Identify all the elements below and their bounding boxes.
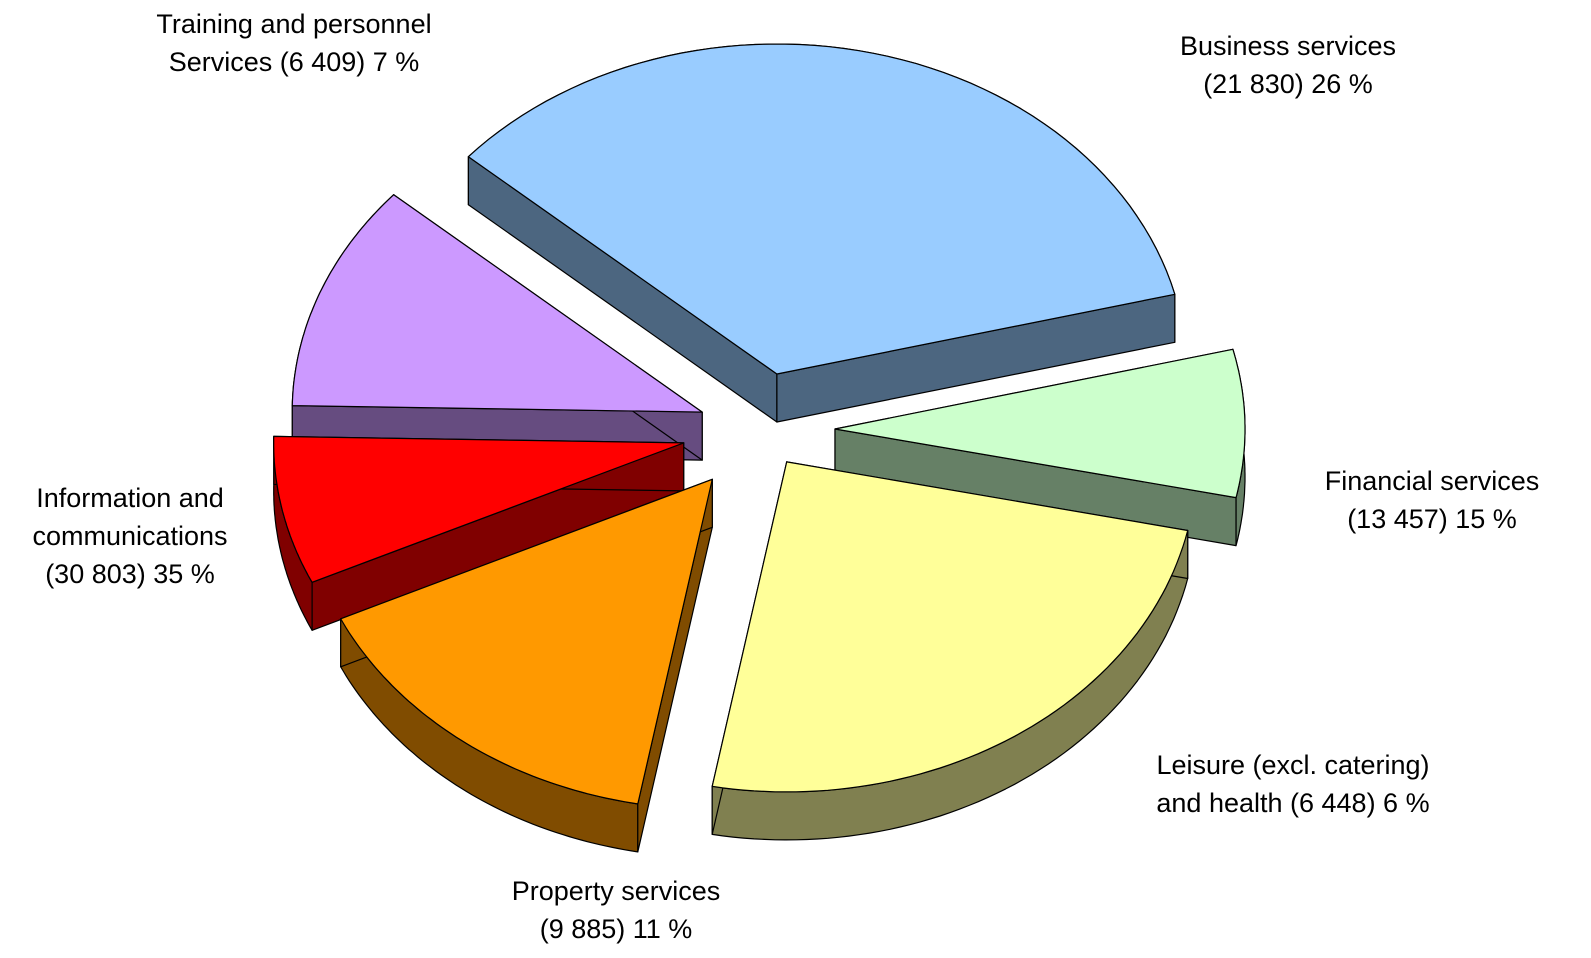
slice-label-line: Services (6 409) 7 % — [169, 47, 420, 77]
pie-slice-5 — [834, 348, 1246, 499]
pie-slice-1 — [340, 478, 713, 805]
slice-tops — [273, 43, 1246, 805]
slice-label-2: Leisure (excl. catering) and health (6 44… — [1156, 750, 1429, 818]
slice-label-line: Training and personnel — [156, 9, 431, 39]
slice-label-line: (9 885) 11 % — [540, 914, 693, 944]
slice-label-line: Financial services — [1325, 466, 1540, 496]
pie-slice-4 — [467, 43, 1176, 375]
pie-slice-0 — [711, 461, 1189, 793]
slice-label-line: Property services — [512, 876, 721, 906]
pie-slice-3 — [291, 194, 703, 413]
slice-label-line: communications — [32, 521, 227, 551]
slice-label-0: Business services (21 830) 26 % — [1180, 31, 1396, 99]
slice-label-1: Financial services (13 457) 15 % — [1325, 466, 1540, 534]
slice-label-line: (30 803) 35 % — [45, 559, 215, 589]
slice-labels: Business services (21 830) 26 % Financial … — [32, 9, 1539, 944]
slice-label-line: Information and — [36, 483, 224, 513]
slice-label-line: Business services — [1180, 31, 1396, 61]
slice-label-line: Leisure (excl. catering) — [1156, 750, 1429, 780]
slice-label-line: (13 457) 15 % — [1347, 504, 1517, 534]
slice-label-line: and health (6 448) 6 % — [1156, 788, 1429, 818]
slice-label-4: Information and communications (30 803) 35… — [32, 483, 227, 589]
pie-slice-2 — [273, 435, 685, 583]
slice-label-5: Training and personnel Services (6 409) 7… — [156, 9, 431, 77]
slice-label-line: (21 830) 26 % — [1203, 69, 1373, 99]
slice-label-3: Property services (9 885) 11 % — [512, 876, 721, 944]
